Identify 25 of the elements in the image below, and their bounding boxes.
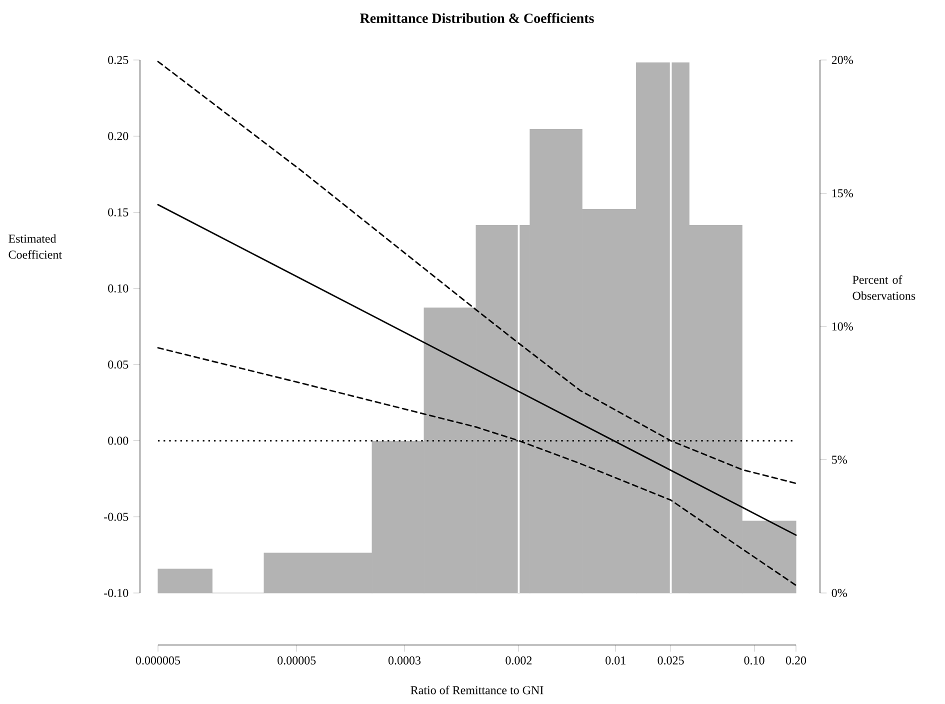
x-tick-label: 0.20: [786, 656, 806, 665]
x-tick-label: 0.025: [658, 656, 684, 665]
y-tick-label: 0.05: [108, 360, 128, 369]
y2-tick-label: 5%: [832, 456, 847, 464]
y2-tick-label: 20%: [832, 56, 853, 64]
y-axis-title: Estimated Coefficient: [8, 234, 62, 259]
y-tick-label: 0.25: [108, 56, 128, 64]
x-tick-label: 0.002: [506, 656, 532, 665]
y-tick-label: 0.00: [108, 436, 128, 445]
y2-tick-label: 10%: [832, 322, 853, 331]
x-tick-label: 0.10: [744, 656, 764, 665]
x-tick-label: 0.01: [606, 656, 626, 665]
y-tick-label: -0.10: [104, 588, 128, 598]
y-tick-label: 0.20: [108, 132, 128, 140]
y-tick-label: 0.10: [108, 284, 128, 292]
x-axis-title: Ratio of Remittance to GNI: [410, 686, 544, 694]
chart-title: Remittance Distribution & Coefficients: [360, 12, 594, 24]
y-tick-label: -0.05: [104, 512, 128, 521]
y-tick-label: 0.15: [108, 208, 128, 216]
x-tick-label: 0.00005: [278, 656, 316, 665]
y2-tick-label: 0%: [832, 588, 847, 598]
y2-tick-label: 15%: [832, 189, 853, 198]
y2-axis-title: Percent of Observations: [852, 275, 916, 300]
x-tick-label: 0.0003: [388, 656, 421, 665]
x-tick-label: 0.000005: [136, 656, 180, 665]
